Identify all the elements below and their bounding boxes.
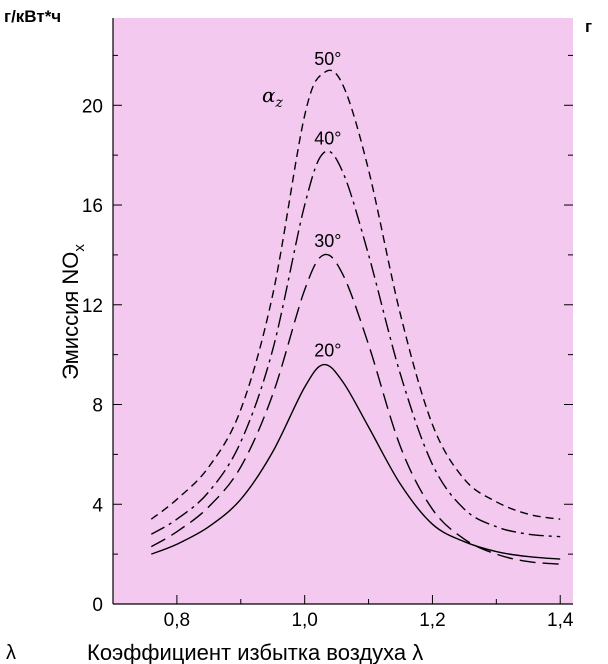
series-layer: [150, 69, 561, 565]
y-unit-label: г/кВт*ч: [4, 7, 61, 26]
y-tick-label: 4: [92, 495, 103, 516]
y-axis-title-subscript: x: [71, 244, 88, 252]
right-fragment-label: г: [585, 17, 592, 36]
series-line: [150, 253, 561, 565]
series-labels-layer: 20° 30° 40° 50°: [314, 49, 341, 361]
y-axis-title: Эмиссия NOx: [58, 244, 88, 380]
y-tick-label: 0: [92, 595, 103, 616]
ticks-layer: 0 4 8 12 16 20 0,8 1,0 1,2 1,4: [82, 54, 574, 631]
x-tick-label: 1,4: [547, 610, 574, 631]
y-tick-label: 8: [92, 396, 103, 417]
plot-area: [113, 18, 573, 604]
legend-title-alpha: αz: [262, 83, 284, 111]
x-tick-label: 0,8: [164, 610, 190, 631]
y-axis-title-main: Эмиссия NO: [58, 252, 83, 380]
x-tick-label: 1,2: [419, 610, 445, 631]
series-line: [150, 69, 561, 520]
legend-title-main: α: [262, 83, 276, 107]
series-label: 30°: [314, 231, 341, 251]
series-line: [150, 150, 561, 538]
series-line: [151, 363, 561, 560]
y-tick-label: 20: [82, 96, 103, 117]
series-label: 50°: [314, 49, 341, 69]
series-label: 40°: [314, 129, 341, 149]
legend-title-subscript: z: [275, 95, 284, 111]
left-lambda-fragment: λ: [6, 642, 16, 664]
y-tick-label: 16: [82, 196, 103, 217]
x-axis-title: Коэффициент избытка воздуха λ: [87, 640, 423, 664]
x-tick-label: 1,0: [291, 610, 317, 631]
series-label: 20°: [314, 341, 341, 361]
y-tick-label: 12: [82, 296, 103, 317]
